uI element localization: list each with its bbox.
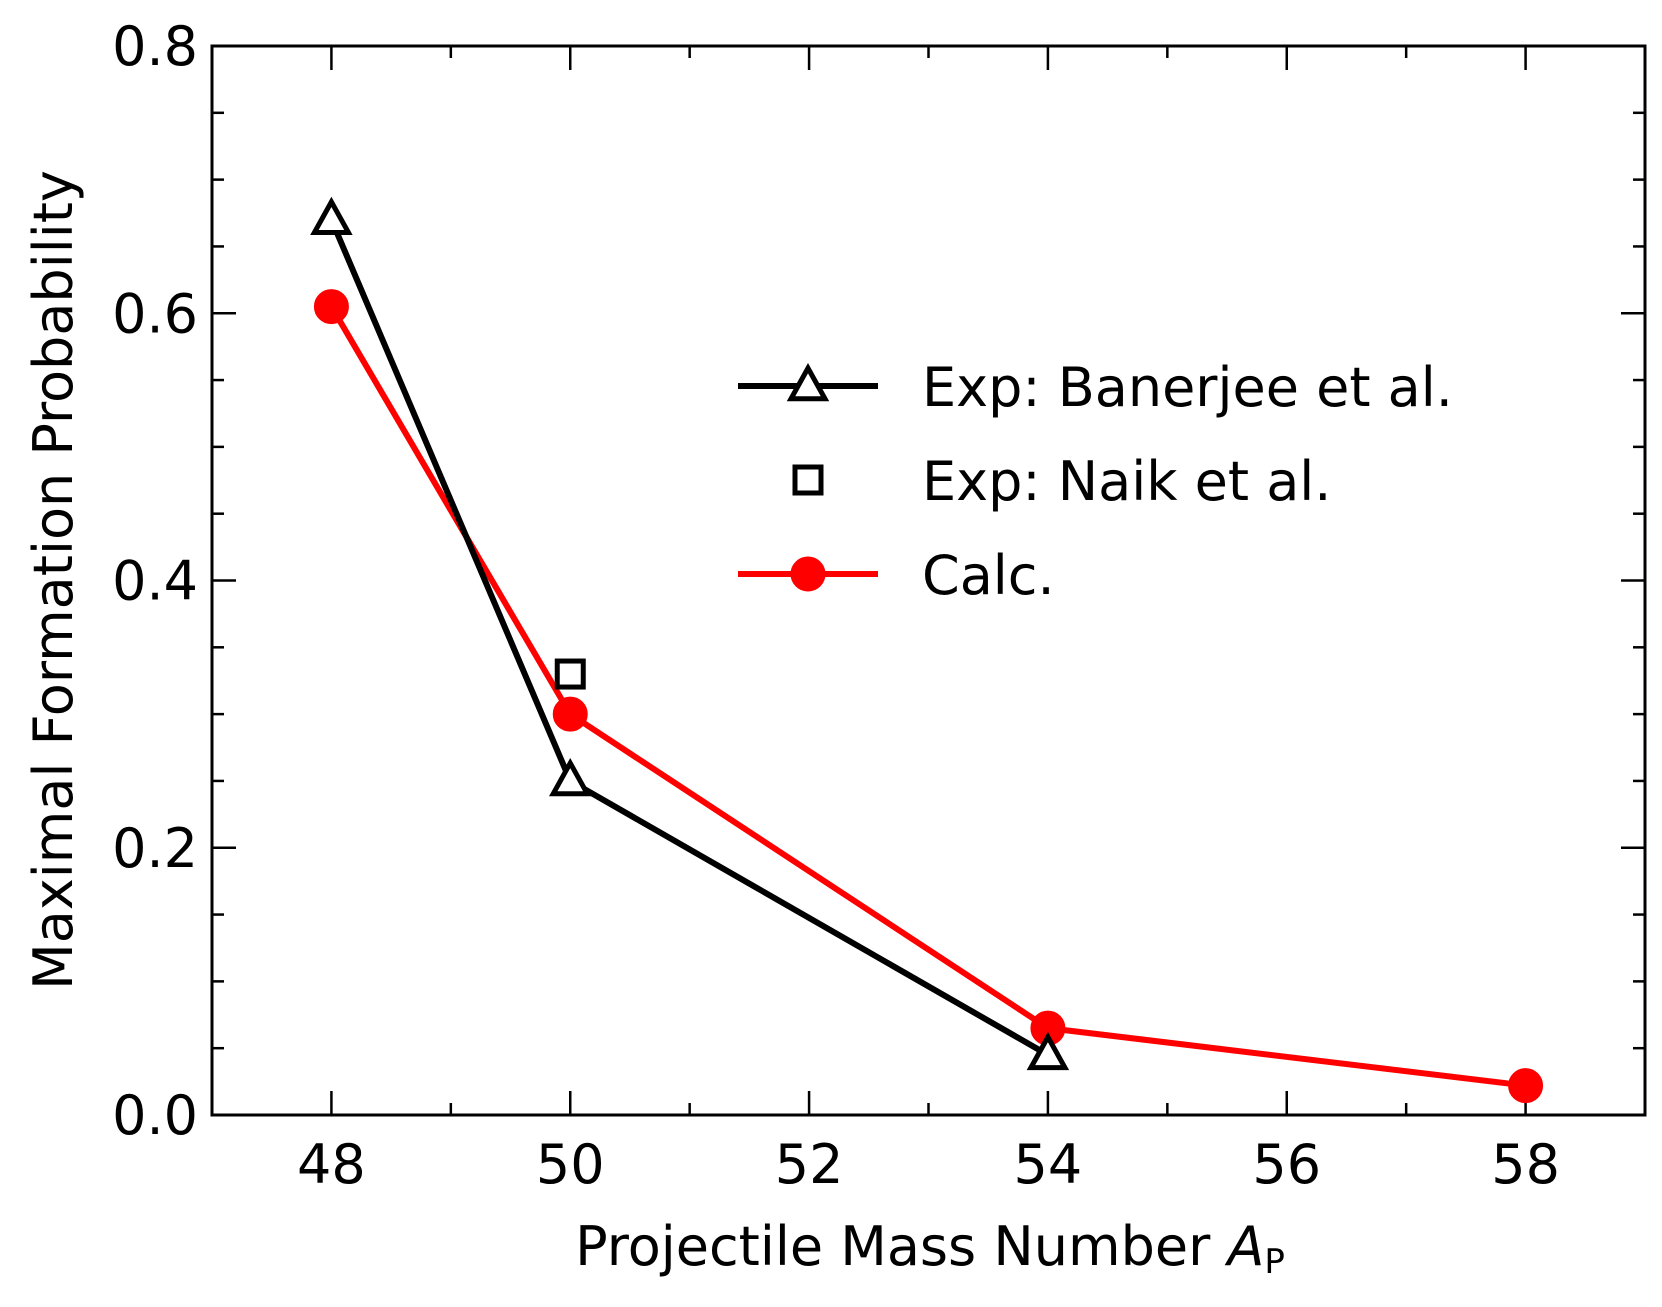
- data-point-calc: [552, 696, 588, 732]
- data-point-calc: [313, 289, 349, 325]
- y-tick-label: 0.4: [112, 550, 198, 613]
- axis-tick-labels: 48 50 52 54 56 58 0.0 0.2 0.4 0.6 0.8: [112, 15, 1560, 1196]
- data-point-calc: [1508, 1068, 1544, 1104]
- x-tick-label: 56: [1252, 1133, 1321, 1196]
- series-line-calc: [328, 305, 1526, 1089]
- axis-ticks: [212, 44, 1645, 1117]
- x-tick-label: 50: [536, 1133, 605, 1196]
- data-point-exp-naik-et-al: [554, 658, 586, 690]
- y-axis-label: Maximal Formation Probability: [22, 170, 85, 990]
- legend-label-exp-naik-et-al: Exp: Naik et al.: [922, 450, 1331, 513]
- x-tick-label: 52: [775, 1133, 844, 1196]
- x-tick-label: 54: [1014, 1133, 1083, 1196]
- legend-marker-exp-banerjee-et-al: [786, 363, 830, 402]
- y-tick-label: 0.6: [112, 282, 198, 345]
- data-point-exp-banerjee-et-al: [310, 196, 353, 235]
- legend-marker-exp-naik-et-al: [792, 464, 824, 496]
- y-tick-label: 0.2: [112, 817, 198, 880]
- y-tick-label: 0.0: [112, 1084, 198, 1147]
- legend-label-exp-banerjee-et-al: Exp: Banerjee et al.: [922, 356, 1453, 419]
- series-layer: [310, 196, 1544, 1104]
- data-point-exp-banerjee-et-al: [1026, 1031, 1070, 1071]
- legend-label-calc: Calc.: [922, 544, 1055, 607]
- x-tick-label: 58: [1491, 1133, 1560, 1196]
- x-axis-label: Projectile Mass Number AP: [575, 1215, 1285, 1282]
- series-line-exp-banerjee-et-al: [328, 218, 1050, 1058]
- x-tick-label: 48: [297, 1133, 366, 1196]
- legend: Exp: Banerjee et al. Exp: Naik et al. Calc…: [738, 356, 1453, 607]
- data-point-exp-banerjee-et-al: [549, 757, 592, 797]
- y-tick-label: 0.8: [112, 15, 198, 78]
- legend-marker-calc: [790, 556, 826, 592]
